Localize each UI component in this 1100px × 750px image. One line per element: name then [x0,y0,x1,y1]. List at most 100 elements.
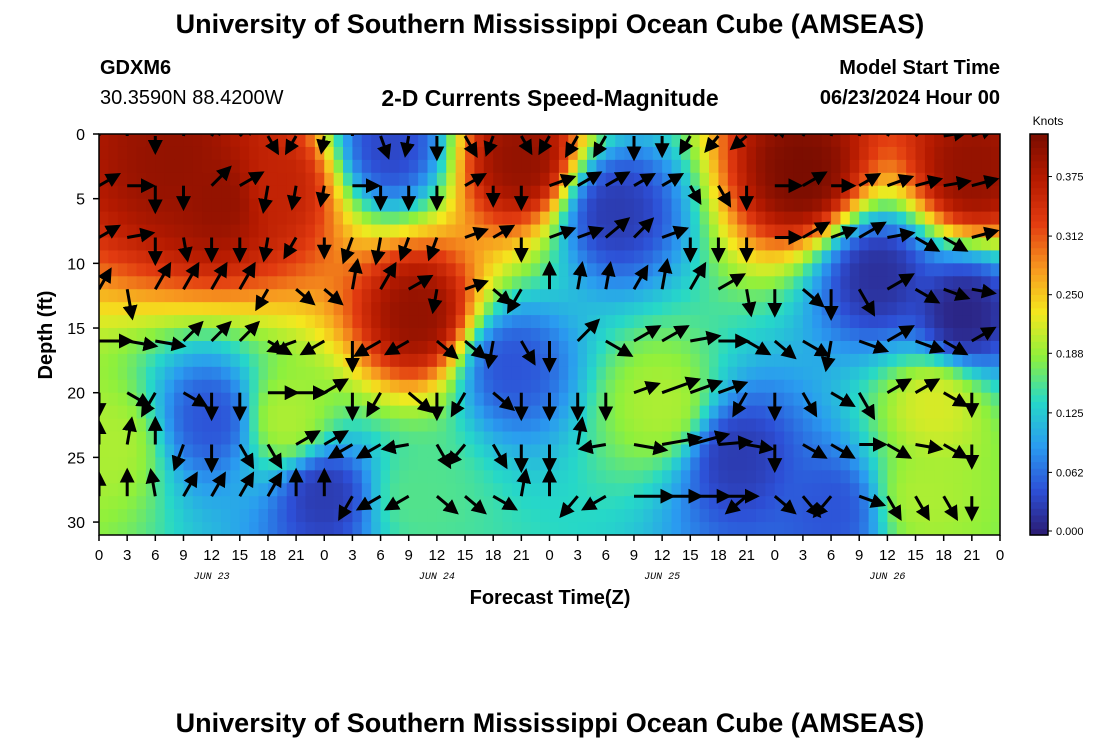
heatmap-cell [239,340,250,355]
heatmap-cell [164,522,175,535]
heatmap-cell [605,405,616,420]
heatmap-cell [530,211,541,226]
heatmap-cell [718,289,729,303]
heatmap-cell [474,159,485,174]
current-vector [450,391,467,418]
x-tick-label: 12 [203,547,220,564]
heatmap-cell [277,418,288,433]
heatmap-cell [305,366,316,381]
heatmap-cell [427,289,438,303]
heatmap-cell [652,250,663,264]
heatmap-cell [399,224,410,239]
heatmap-cell [296,250,307,264]
heatmap-cell [596,237,607,252]
heatmap-cell [868,418,879,433]
heatmap-cell [774,328,785,342]
current-vector [286,185,302,211]
heatmap-cell [643,418,654,433]
heatmap-cell [718,418,729,433]
heatmap-cell [943,198,954,213]
heatmap-cell [943,263,954,277]
heatmap-cell [108,496,119,510]
x-tick-label: 21 [738,547,755,564]
heatmap-cell [296,457,307,471]
heatmap-cell [277,276,288,290]
heatmap-cell [267,302,278,316]
heatmap-cell [202,483,213,497]
heatmap-cell [737,470,748,484]
heatmap-cell [183,224,194,239]
heatmap-cell [906,237,917,252]
current-vector [383,494,410,511]
heatmap-cell [596,457,607,471]
heatmap-cell [887,522,898,535]
heatmap-cell [934,483,945,497]
heatmap-cell [596,522,607,535]
heatmap-cell [774,159,785,174]
heatmap-cell [812,353,823,368]
heatmap-cell [615,250,626,264]
heatmap-cell [174,159,185,174]
colorbar-segment [1030,174,1048,182]
heatmap-cell [540,522,551,535]
heatmap-cell [774,340,785,355]
heatmap-cell [971,431,982,446]
heatmap-cell [699,289,710,303]
heatmap-cell [662,431,673,446]
heatmap-cell [915,366,926,381]
heatmap-cell [755,289,766,303]
heatmap-cell [802,509,813,523]
heatmap-cell [511,237,522,252]
colorbar-segment [1030,361,1048,369]
heatmap-cell [793,353,804,368]
heatmap-cell [887,185,898,200]
heatmap-cell [924,185,935,200]
heatmap-cell [221,470,231,484]
current-vector [858,493,887,508]
heatmap-cell [296,483,307,497]
currents-chart: 0 3 6 9 12 15 18 21 0 3 6 9 12 15 18 21 0 3 6 9 12 15 18 21 0 3 6 9… [35,114,1084,609]
heatmap-cell [333,237,344,252]
heatmap-cell [408,198,419,213]
heatmap-cell [465,353,476,368]
heatmap-cell [906,159,917,174]
heatmap-cell [521,444,532,458]
heatmap-cell [502,159,513,174]
heatmap-cell [202,418,213,433]
current-vector [347,257,363,290]
heatmap-cell [267,185,278,200]
heatmap-cell [859,522,870,535]
heatmap-cell [436,366,447,381]
current-vector [520,340,536,366]
heatmap-cell [934,159,945,174]
heatmap-cell [511,509,522,523]
heatmap-cell [633,470,644,484]
heatmap-cell [709,172,720,187]
heatmap-cell [671,366,682,381]
heatmap-cell [962,250,973,264]
heatmap-cell [877,328,888,342]
heatmap-cell [145,483,156,497]
heatmap-cell [671,315,682,329]
heatmap-cell [267,237,278,252]
current-vector [577,439,607,455]
heatmap-cell [418,250,429,264]
heatmap-cell [577,146,588,161]
heatmap-cell [455,263,466,277]
heatmap-cell [352,134,363,148]
heatmap-cell [671,340,682,355]
heatmap-cell [418,328,429,342]
heatmap-cell [530,470,541,484]
heatmap-cell [117,431,128,446]
heatmap-cell [887,405,898,420]
heatmap-cell [192,431,203,446]
colorbar-segment [1030,408,1048,416]
heatmap-cell [371,379,382,394]
heatmap-cell [277,159,288,174]
heatmap-cell [971,198,982,213]
heatmap-cell [943,276,954,290]
heatmap-cell [239,211,250,226]
heatmap-cell [877,211,888,226]
heatmap-cell [924,302,935,316]
current-vector [830,225,858,240]
